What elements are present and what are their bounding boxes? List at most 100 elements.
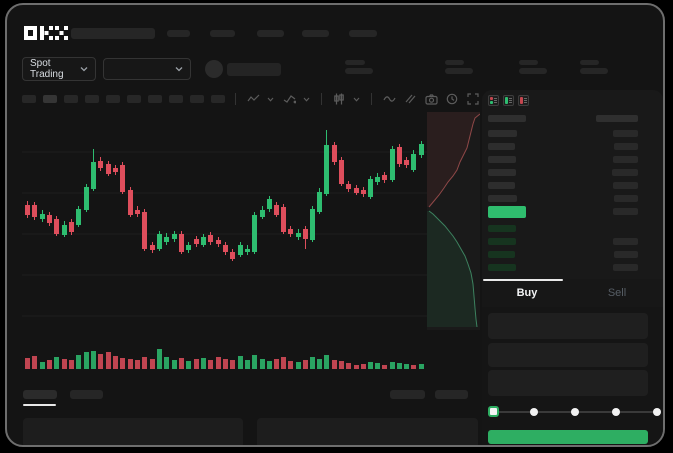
fullscreen-icon[interactable]	[466, 92, 480, 106]
orderbook-col-header	[596, 115, 638, 122]
buy-submit-button[interactable]	[488, 430, 648, 444]
slider-dot[interactable]	[653, 408, 661, 416]
right-panel: Buy Sell	[482, 90, 663, 445]
trade-tabs: Buy Sell	[482, 279, 663, 307]
interval-chip[interactable]	[127, 95, 141, 103]
interval-chip[interactable]	[22, 95, 36, 103]
camera-icon[interactable]	[424, 92, 438, 106]
ask-price-bar[interactable]	[488, 182, 515, 189]
orderbook	[482, 90, 663, 279]
slider-dot[interactable]	[571, 408, 579, 416]
wave-icon[interactable]	[382, 92, 396, 106]
ask-amount-bar[interactable]	[613, 208, 638, 215]
bid-price-bar[interactable]	[488, 225, 516, 232]
depth-chart	[427, 112, 481, 328]
trend-line-alt-icon[interactable]	[282, 92, 296, 106]
nav-item-placeholder[interactable]	[349, 30, 377, 37]
ask-amount-bar[interactable]	[613, 130, 638, 137]
ask-price-bar[interactable]	[488, 169, 516, 176]
stat-label-placeholder	[580, 60, 599, 65]
bid-price-bar[interactable]	[488, 238, 516, 245]
compare-icon[interactable]	[403, 92, 417, 106]
bottom-tab-active[interactable]	[23, 390, 57, 399]
interval-chip[interactable]	[43, 95, 57, 103]
price-input[interactable]	[488, 313, 648, 339]
interval-chip[interactable]	[85, 95, 99, 103]
bottom-tab-indicator	[23, 404, 56, 406]
history-icon[interactable]	[445, 92, 459, 106]
interval-chip[interactable]	[211, 95, 225, 103]
bottom-tab[interactable]	[70, 390, 103, 399]
slider-handle[interactable]	[488, 406, 499, 417]
ask-amount-bar[interactable]	[614, 195, 638, 202]
candlestick-type-icon[interactable]	[332, 92, 346, 106]
ask-amount-bar[interactable]	[614, 143, 638, 150]
market-type-label: Spot Trading	[30, 58, 64, 80]
nav-item-placeholder[interactable]	[167, 30, 190, 37]
amount-input[interactable]	[488, 343, 648, 367]
toolbar-divider	[371, 93, 372, 105]
bottom-action-placeholder[interactable]	[390, 390, 425, 399]
ask-price-bar[interactable]	[488, 143, 515, 150]
ask-amount-bar[interactable]	[613, 156, 638, 163]
market-type-dropdown[interactable]: Spot Trading	[22, 57, 96, 81]
candlestick-chart[interactable]	[22, 112, 427, 334]
chart-toolbar	[22, 92, 480, 106]
interval-chip[interactable]	[64, 95, 78, 103]
interval-chip[interactable]	[106, 95, 120, 103]
stat-value-placeholder	[519, 68, 547, 74]
slider-dot[interactable]	[612, 408, 620, 416]
app-window: Spot Trading	[5, 3, 665, 447]
stat-value-placeholder	[445, 68, 473, 74]
interval-chip[interactable]	[190, 95, 204, 103]
tab-buy[interactable]: Buy	[516, 287, 538, 299]
bid-price-bar[interactable]	[488, 264, 516, 271]
nav-item-placeholder[interactable]	[257, 30, 284, 37]
chevron-down-icon[interactable]	[353, 95, 361, 103]
interval-chip[interactable]	[148, 95, 162, 103]
book-asks-view-icon[interactable]	[518, 95, 529, 106]
slider-dot[interactable]	[530, 408, 538, 416]
nav-item-placeholder[interactable]	[302, 30, 329, 37]
trend-line-icon[interactable]	[246, 92, 260, 106]
toolbar-divider	[321, 93, 322, 105]
ask-amount-bar[interactable]	[612, 169, 638, 176]
amount-slider[interactable]	[488, 406, 661, 417]
last-price-bar[interactable]	[488, 206, 526, 218]
ask-price-bar[interactable]	[488, 195, 517, 202]
book-bids-view-icon[interactable]	[503, 95, 514, 106]
chevron-down-icon[interactable]	[267, 95, 275, 103]
pair-dropdown[interactable]	[103, 58, 191, 80]
chevron-down-icon	[80, 65, 88, 73]
stat-label-placeholder	[519, 60, 538, 65]
volume-chart[interactable]	[22, 340, 427, 370]
total-input[interactable]	[488, 370, 648, 396]
toolbar-divider	[235, 93, 236, 105]
stat-value-placeholder	[345, 68, 373, 74]
trade-form	[482, 307, 663, 445]
bid-price-bar[interactable]	[488, 251, 515, 258]
bottom-panel-placeholder	[257, 418, 478, 445]
ask-amount-bar[interactable]	[613, 182, 638, 189]
nav-item-placeholder[interactable]	[210, 30, 235, 37]
pair-name-placeholder	[227, 63, 281, 76]
tab-sell[interactable]: Sell	[607, 287, 627, 299]
okx-logo[interactable]	[24, 26, 68, 45]
stat-value-placeholder	[580, 68, 608, 74]
header-title-placeholder	[71, 28, 155, 39]
bid-amount-bar[interactable]	[614, 251, 638, 258]
book-split-view-icon[interactable]	[488, 95, 499, 106]
chevron-down-icon[interactable]	[303, 95, 311, 103]
ask-price-bar[interactable]	[488, 130, 517, 137]
depth-panel	[427, 112, 481, 330]
chevron-down-icon	[175, 65, 183, 73]
bid-amount-bar[interactable]	[613, 264, 638, 271]
stat-label-placeholder	[445, 60, 464, 65]
ask-price-bar[interactable]	[488, 156, 516, 163]
bottom-action-placeholder[interactable]	[435, 390, 468, 399]
interval-chip[interactable]	[169, 95, 183, 103]
bid-amount-bar[interactable]	[613, 238, 638, 245]
pair-avatar[interactable]	[205, 60, 223, 78]
bottom-panel-placeholder	[23, 418, 243, 445]
orderbook-col-header	[488, 115, 526, 122]
